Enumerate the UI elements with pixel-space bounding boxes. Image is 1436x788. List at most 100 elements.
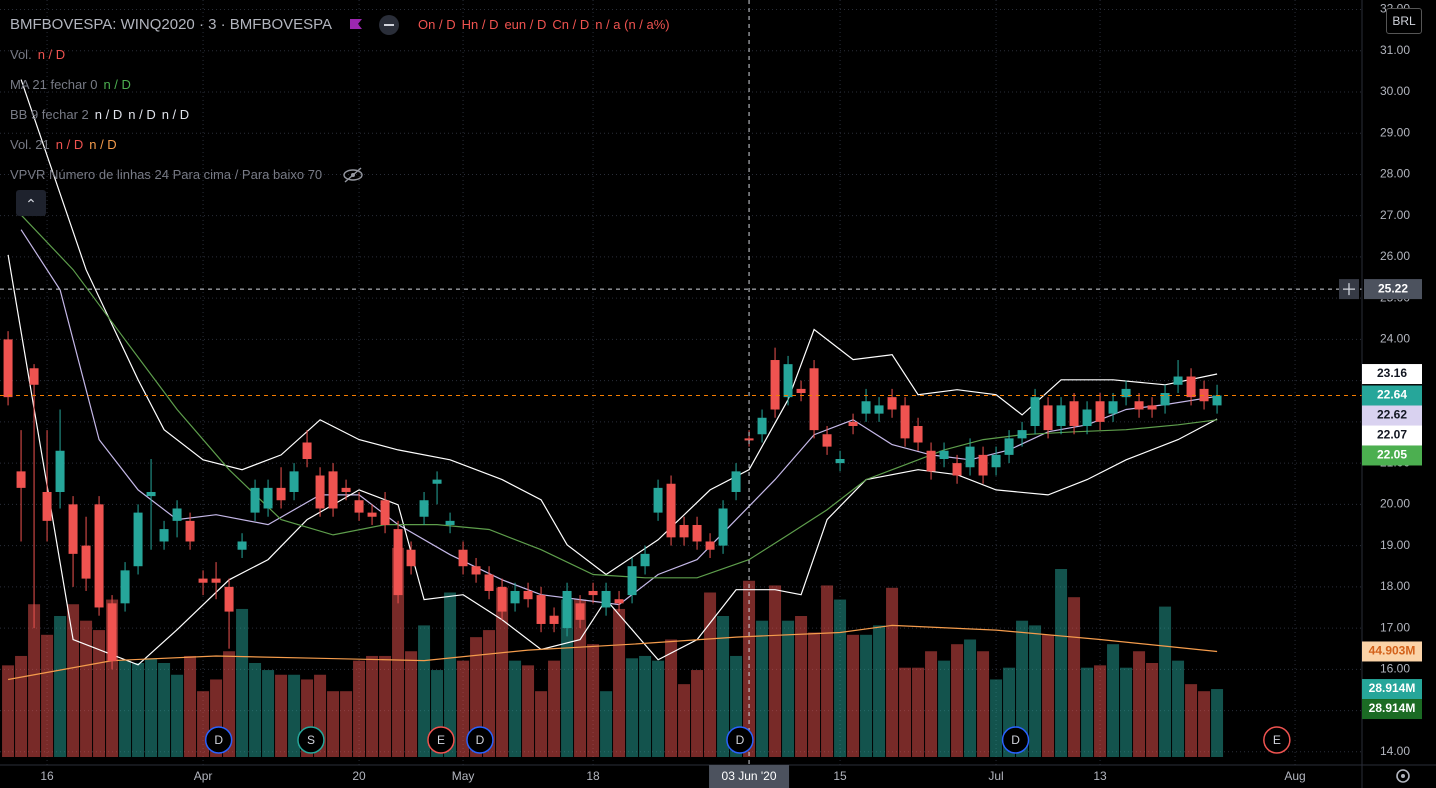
volume-bar [769, 585, 782, 757]
volume-bar [340, 691, 353, 757]
volume-bar [145, 658, 158, 757]
candle-body [627, 566, 637, 596]
gear-hub [1401, 774, 1405, 778]
volume-bar [535, 691, 548, 757]
candle-body [1199, 388, 1209, 402]
y-tick-label: 20.00 [1380, 497, 1410, 511]
volume-bar [821, 585, 834, 757]
candle-body [536, 595, 546, 624]
candle-body [614, 599, 624, 604]
x-tick-label: Apr [194, 769, 213, 783]
x-tick-label: 16 [40, 769, 54, 783]
candle-body [1147, 405, 1157, 410]
settings-gear[interactable] [1396, 769, 1410, 783]
axis-tag [1362, 425, 1422, 446]
volume-bar [886, 587, 899, 757]
axis-tag [1362, 699, 1422, 720]
candle-body [770, 360, 780, 410]
indicator-value: n / D [161, 107, 190, 122]
volume-bar [522, 665, 535, 757]
indicator-row[interactable]: MA 21 fechar 0 n / D [10, 70, 676, 100]
status-icon[interactable] [378, 14, 400, 36]
volume-bar [912, 667, 925, 757]
indicator-lines [7, 79, 1218, 681]
candle-body [744, 438, 754, 441]
volume-bar [665, 639, 678, 757]
candle-body [1030, 397, 1040, 427]
candle-body [315, 475, 325, 509]
axis-tag [1362, 405, 1422, 426]
volume-bar [1107, 644, 1120, 757]
volume-bar [587, 644, 600, 757]
axis-tag-label: 22.07 [1377, 428, 1407, 442]
symbol[interactable]: BMFBOVESPA: WINQ2020 · 3 · BMFBOVESPA [10, 16, 333, 33]
candle-body [809, 368, 819, 431]
candle-body [55, 450, 65, 492]
volume-bar [353, 660, 366, 757]
volume-bar [1146, 663, 1159, 757]
event-label: D [736, 733, 745, 747]
indicator-row[interactable]: VPVR Número de linhas 24 Para cima / Par… [10, 160, 676, 190]
candle-body [1160, 393, 1170, 406]
ohlc-value: Hn / D [461, 17, 499, 32]
event-label: E [1273, 733, 1281, 747]
volume-bar [548, 660, 561, 757]
candle-body [731, 471, 741, 492]
candle-body [900, 405, 910, 439]
volume-bar [483, 630, 496, 757]
volume-bar [1094, 665, 1107, 757]
flag-icon[interactable] [348, 17, 364, 33]
indicator-row[interactable]: BB 9 fechar 2 n / D n / D n / D [10, 100, 676, 130]
hidden-icon[interactable] [342, 167, 364, 183]
candle-body [302, 442, 312, 459]
event-label: D [1011, 733, 1020, 747]
volume-bar [392, 547, 405, 757]
volume-bar [639, 655, 652, 757]
ohlc-value: eun / D [504, 17, 547, 32]
indicator-line [20, 214, 1218, 579]
volume-bar [990, 679, 1003, 757]
y-tick-label: 29.00 [1380, 125, 1410, 139]
volume-bar [54, 616, 67, 757]
event-label: D [476, 733, 485, 747]
indicator-name: BB 9 fechar 2 [10, 107, 89, 122]
indicator-name: Vol. 21 [10, 137, 50, 152]
x-tick-label: 18 [586, 769, 600, 783]
candle-body [783, 364, 793, 398]
volume-bar [158, 663, 171, 757]
candle-body [393, 529, 403, 596]
volume-bar [171, 674, 184, 757]
collapse-legend-button[interactable]: ⌃ [16, 190, 46, 216]
volume-bar [132, 663, 145, 757]
candle-body [978, 454, 988, 476]
candle-body [237, 541, 247, 550]
candle-body [601, 590, 611, 608]
candle-body [328, 471, 338, 509]
candle-body [276, 487, 286, 501]
volume-bar [834, 599, 847, 757]
event-marker [427, 726, 455, 754]
volume-bar [1159, 606, 1172, 757]
volume-bar [1198, 691, 1211, 757]
axis-tag [1362, 445, 1422, 466]
axis-tag-label: 28.914M [1369, 701, 1416, 715]
volume-bar [457, 660, 470, 757]
currency-button[interactable]: BRL [1386, 8, 1422, 34]
candle-body [146, 491, 156, 497]
candle-body [835, 459, 845, 464]
candle-body [81, 545, 91, 579]
candle-body [874, 405, 884, 414]
indicator-row[interactable]: Vol. 21 n / D n / D [10, 130, 676, 160]
volume-bar [1172, 660, 1185, 757]
gear-ring [1396, 769, 1410, 783]
event-marker [726, 726, 754, 754]
indicator-line [7, 254, 1218, 666]
event-marker [204, 726, 233, 754]
axis-tag-label: 28.914M [1369, 681, 1416, 695]
candle-body [692, 524, 702, 542]
volume-bar [418, 625, 431, 757]
indicator-row[interactable]: Vol. n / D [10, 40, 676, 70]
